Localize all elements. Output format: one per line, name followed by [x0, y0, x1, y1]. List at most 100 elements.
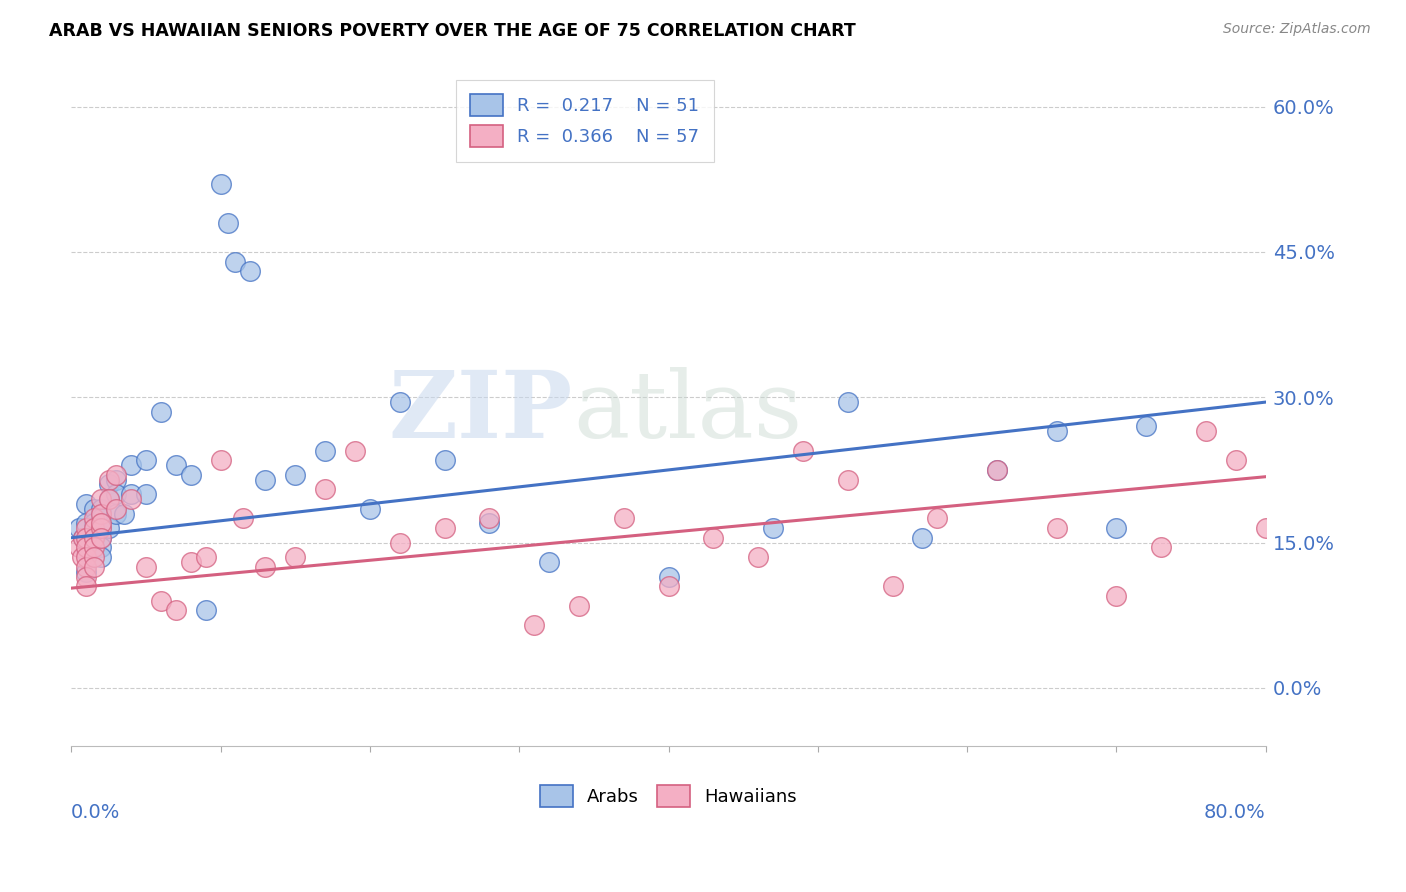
Point [1105, 521, 1128, 535]
Point [1046, 424, 1069, 438]
Point [209, 453, 232, 467]
Point [75, 565, 97, 579]
Point [83, 521, 105, 535]
Point [90, 531, 112, 545]
Point [90, 541, 112, 555]
Point [75, 569, 97, 583]
Text: 80.0%: 80.0% [1204, 803, 1265, 822]
Point [1225, 453, 1247, 467]
Point [97, 477, 120, 491]
Point [90, 516, 112, 531]
Point [83, 501, 105, 516]
Point [224, 254, 246, 268]
Point [568, 599, 591, 613]
Point [254, 559, 277, 574]
Point [97, 521, 120, 535]
Point [75, 550, 97, 565]
Point [986, 463, 1008, 477]
Point [388, 535, 411, 549]
Point [1135, 419, 1157, 434]
Point [254, 473, 277, 487]
Point [538, 555, 561, 569]
Point [90, 550, 112, 565]
Point [97, 491, 120, 506]
Point [135, 559, 157, 574]
Point [837, 395, 859, 409]
Point [1195, 424, 1218, 438]
Point [284, 467, 307, 482]
Point [120, 487, 142, 501]
Point [1254, 521, 1277, 535]
Text: Source: ZipAtlas.com: Source: ZipAtlas.com [1223, 22, 1371, 37]
Point [478, 516, 501, 531]
Point [613, 511, 636, 525]
Point [75, 541, 97, 555]
Point [165, 603, 187, 617]
Point [83, 541, 105, 555]
Point [239, 264, 262, 278]
Point [75, 521, 97, 535]
Point [986, 463, 1008, 477]
Point [75, 579, 97, 593]
Point [702, 531, 724, 545]
Point [433, 453, 456, 467]
Point [747, 550, 769, 565]
Point [1046, 521, 1069, 535]
Point [105, 501, 128, 516]
Point [83, 531, 105, 545]
Legend: Arabs, Hawaiians: Arabs, Hawaiians [533, 778, 804, 814]
Point [90, 521, 112, 535]
Point [194, 603, 217, 617]
Point [180, 555, 202, 569]
Point [90, 501, 112, 516]
Point [83, 516, 105, 531]
Point [657, 579, 679, 593]
Point [75, 559, 97, 574]
Point [523, 618, 546, 632]
Point [433, 521, 456, 535]
Point [284, 550, 307, 565]
Point [209, 177, 232, 191]
Point [72, 531, 94, 545]
Point [792, 443, 814, 458]
Text: ARAB VS HAWAIIAN SENIORS POVERTY OVER THE AGE OF 75 CORRELATION CHART: ARAB VS HAWAIIAN SENIORS POVERTY OVER TH… [49, 22, 856, 40]
Text: ZIP: ZIP [388, 367, 574, 457]
Text: atlas: atlas [574, 367, 803, 457]
Point [120, 458, 142, 472]
Point [70, 550, 93, 565]
Point [882, 579, 904, 593]
Point [657, 569, 679, 583]
Point [67, 541, 90, 555]
Point [72, 531, 94, 545]
Point [120, 491, 142, 506]
Point [232, 511, 254, 525]
Point [90, 511, 112, 525]
Text: 0.0%: 0.0% [72, 803, 121, 822]
Point [83, 531, 105, 545]
Point [75, 531, 97, 545]
Point [75, 497, 97, 511]
Point [83, 559, 105, 574]
Point [90, 507, 112, 521]
Point [1150, 541, 1173, 555]
Point [194, 550, 217, 565]
Point [67, 521, 90, 535]
Point [90, 531, 112, 545]
Point [83, 511, 105, 525]
Point [75, 516, 97, 531]
Point [314, 483, 336, 497]
Point [217, 216, 239, 230]
Point [149, 593, 172, 607]
Point [837, 473, 859, 487]
Point [105, 467, 128, 482]
Point [165, 458, 187, 472]
Point [911, 531, 934, 545]
Point [314, 443, 336, 458]
Point [90, 521, 112, 535]
Point [927, 511, 949, 525]
Point [359, 501, 381, 516]
Point [180, 467, 202, 482]
Point [478, 511, 501, 525]
Point [97, 491, 120, 506]
Point [112, 507, 135, 521]
